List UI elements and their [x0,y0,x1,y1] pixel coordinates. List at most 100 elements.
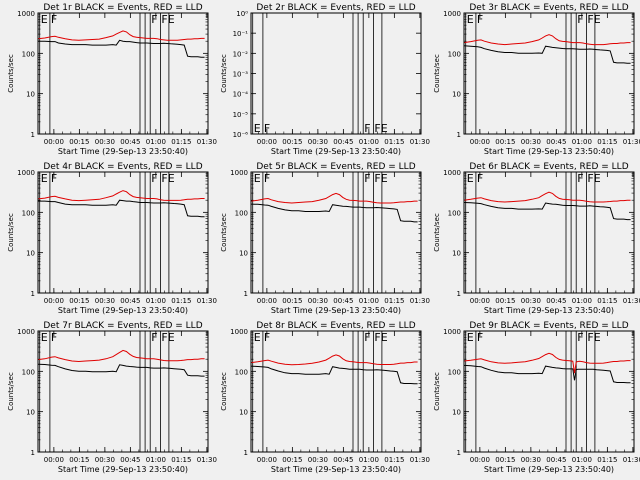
x-tick-label: 01:30 [410,138,430,146]
panel-title: Det 3r BLACK = Events, RED = LLD [469,3,628,13]
panel-title: Det 5r BLACK = Events, RED = LLD [256,162,415,172]
x-tick-label: 00:15 [282,297,302,305]
flag-label: F [51,331,57,344]
x-tick-label: 00:30 [521,138,541,146]
panel-9: Det 9r BLACK = Events, RED = LLD Counts/s… [433,321,640,474]
y-tick-label: 100 [235,368,248,376]
y-tick-label: 1000 [443,169,461,177]
x-axis-label: Start Time (29-Sep-13 23:50:40) [58,465,188,474]
flag-label: E [467,331,474,344]
x-tick-label: 01:15 [384,138,404,146]
x-tick-label: 01:15 [384,456,404,464]
y-axis-label: Counts/sec [433,372,441,411]
flag-label: F [264,331,270,344]
panel-title: Det 4r BLACK = Events, RED = LLD [43,162,202,172]
y-tick-label: 10 [452,250,461,258]
plot-frame [37,171,209,294]
y-tick-label: 10⁻⁵ [233,111,249,119]
x-tick-label: 00:45 [333,297,353,305]
panel-1: Det 1r BLACK = Events, RED = LLD Counts/s… [7,3,217,156]
x-tick-label: 01:15 [171,456,191,464]
flag-label: F [151,172,157,185]
y-tick-label: 100 [22,209,35,217]
x-tick-label: 00:30 [308,297,328,305]
series-events [38,199,205,218]
x-axis-label: Start Time (29-Sep-13 23:50:40) [271,306,401,315]
series-lld [463,34,631,46]
x-tick-label: 00:45 [120,456,140,464]
x-tick-label: 00:45 [546,138,566,146]
x-tick-label: 01:30 [410,456,430,464]
x-tick-label: 00:15 [495,456,515,464]
x-tick-label: 01:00 [572,297,592,305]
flag-label: F [264,122,270,135]
flag-label: FE [587,172,600,185]
panel-6: Det 6r BLACK = Events, RED = LLD Counts/s… [433,162,640,315]
x-tick-label: 00:00 [257,456,277,464]
flag-label: E [41,172,48,185]
x-tick-label: 00:00 [470,138,490,146]
y-tick-label: 10⁻⁶ [233,131,249,139]
x-tick-label: 00:30 [95,138,115,146]
x-tick-label: 01:15 [597,138,617,146]
x-tick-label: 01:00 [359,456,379,464]
series-lld [37,190,205,202]
panel-title: Det 1r BLACK = Events, RED = LLD [43,3,202,13]
flag-label: F [364,122,370,135]
x-tick-label: 01:15 [597,297,617,305]
x-tick-label: 01:00 [146,138,166,146]
flag-label: F [577,172,583,185]
x-tick-label: 00:45 [333,138,353,146]
series-lld [250,354,418,366]
x-tick-label: 00:15 [69,297,89,305]
flag-label: FE [374,122,387,135]
y-tick-label: 10 [452,91,461,99]
x-tick-label: 00:15 [69,456,89,464]
x-tick-label: 00:30 [308,138,328,146]
x-tick-label: 01:15 [171,138,191,146]
x-axis-label: Start Time (29-Sep-13 23:50:40) [58,147,188,156]
y-tick-label: 100 [448,50,461,58]
flag-label: F [477,172,483,185]
x-tick-label: 01:00 [359,297,379,305]
plot-frame [463,12,635,135]
flag-label: FE [161,331,174,344]
x-tick-label: 00:00 [44,138,64,146]
series-events [463,45,631,64]
plot-frame [37,330,209,453]
panel-title: Det 9r BLACK = Events, RED = LLD [469,321,628,331]
x-tick-label: 01:00 [572,138,592,146]
flag-label: F [364,172,370,185]
flag-label: E [254,122,261,135]
x-tick-label: 00:15 [282,456,302,464]
series-lld [250,192,418,204]
x-tick-label: 00:45 [120,297,140,305]
y-tick-label: 10 [239,250,248,258]
y-tick-label: 1 [457,131,461,139]
series-lld [463,352,631,374]
y-axis-label: Counts/sec [220,372,228,411]
flag-label: F [577,13,583,26]
y-axis-label: Counts/sec [433,213,441,252]
plot-frame [463,171,635,294]
x-tick-label: 01:30 [623,138,640,146]
y-tick-label: 1 [457,290,461,298]
series-lld [37,349,205,363]
panel-title: Det 7r BLACK = Events, RED = LLD [43,321,202,331]
series-events [38,39,205,58]
y-axis-label: Counts/sec [7,54,15,93]
y-tick-label: 10 [26,250,35,258]
y-tick-label: 1000 [230,169,248,177]
x-tick-label: 00:45 [120,138,140,146]
flag-label: F [477,13,483,26]
series-lld [37,30,205,41]
flag-label: E [41,331,48,344]
x-tick-label: 00:45 [546,297,566,305]
y-tick-label: 1 [31,290,35,298]
x-tick-label: 01:30 [197,456,217,464]
y-tick-label: 10 [452,409,461,417]
flag-label: F [51,172,57,185]
x-tick-label: 01:00 [359,138,379,146]
x-tick-label: 00:00 [470,297,490,305]
y-tick-label: 10 [26,409,35,417]
